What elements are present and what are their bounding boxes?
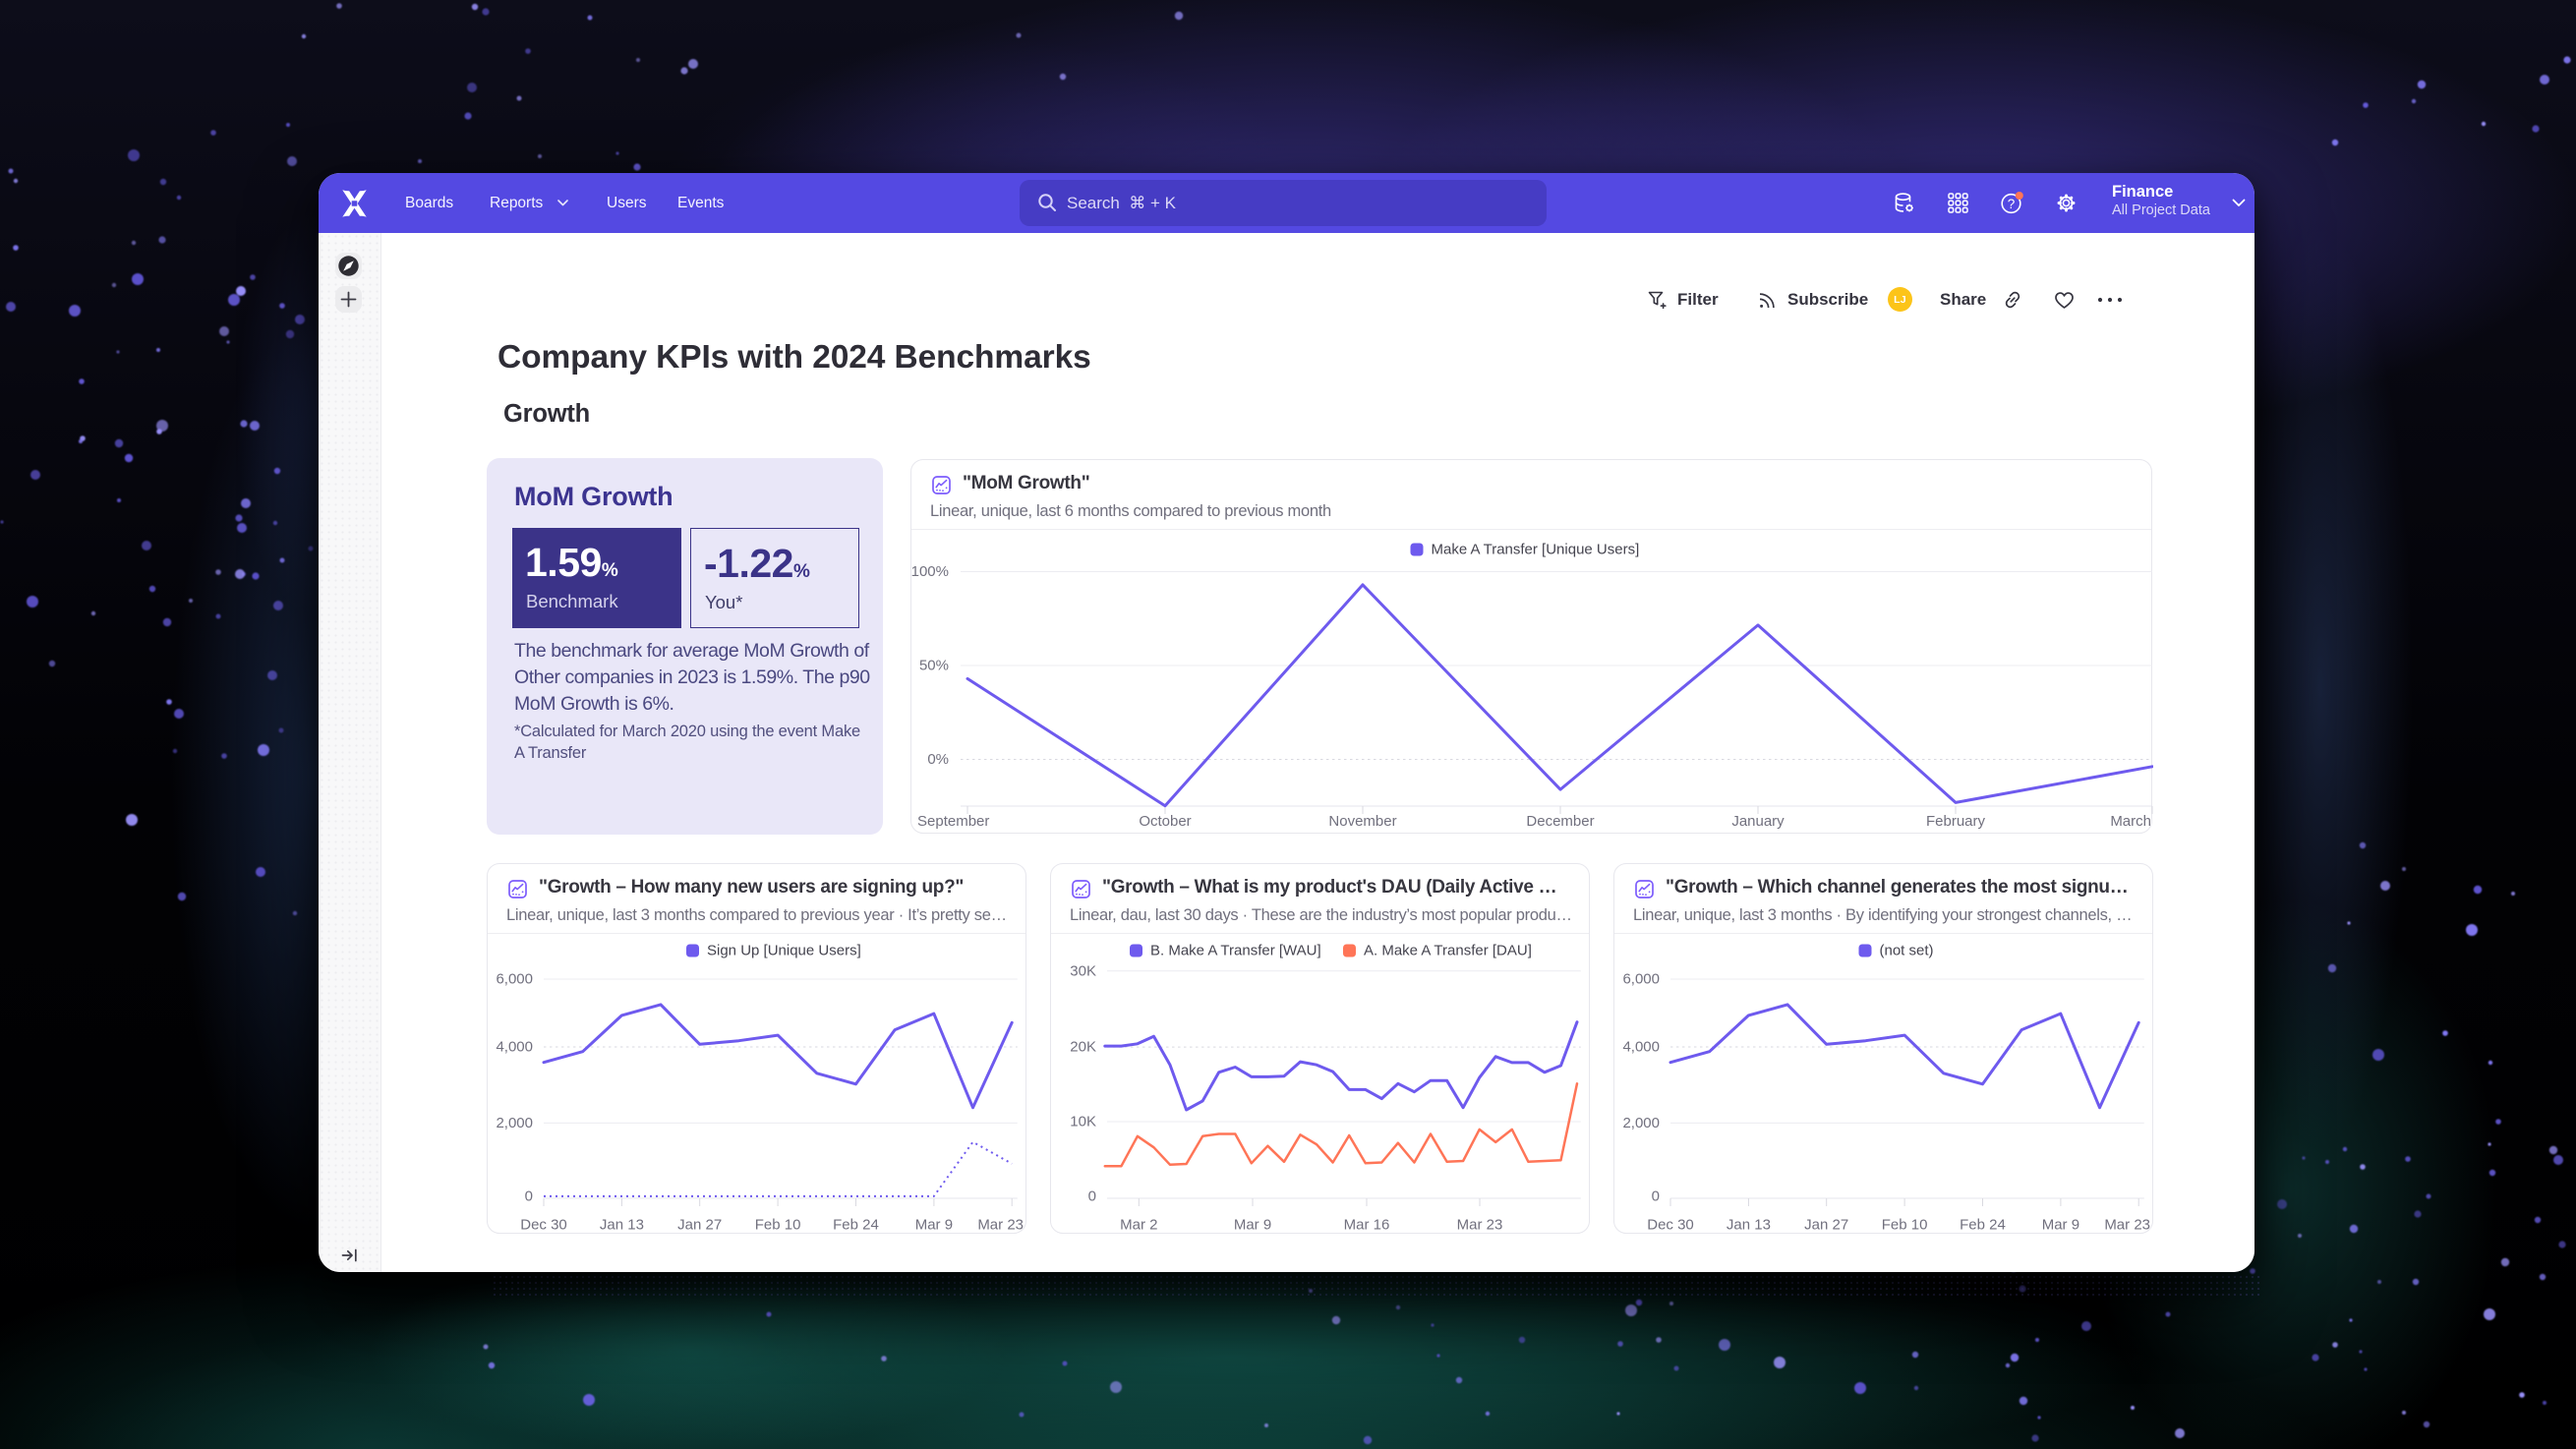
- svg-text:Mar 9: Mar 9: [2042, 1217, 2079, 1234]
- svg-text:Feb 10: Feb 10: [1882, 1217, 1928, 1234]
- svg-text:2,000: 2,000: [496, 1115, 533, 1131]
- svg-text:Make A Transfer [Unique Users]: Make A Transfer [Unique Users]: [1432, 542, 1640, 558]
- svg-text:4,000: 4,000: [496, 1039, 533, 1056]
- svg-text:50%: 50%: [919, 658, 949, 674]
- svg-text:Mar 16: Mar 16: [1344, 1217, 1390, 1234]
- svg-text:0%: 0%: [927, 751, 949, 768]
- svg-text:Dec 30: Dec 30: [520, 1217, 567, 1234]
- svg-text:October: October: [1139, 813, 1191, 830]
- svg-text:Mar 23: Mar 23: [2104, 1217, 2150, 1234]
- svg-text:Jan 13: Jan 13: [600, 1217, 644, 1234]
- svg-text:Mar 23: Mar 23: [1457, 1217, 1503, 1234]
- svg-text:A. Make A Transfer [DAU]: A. Make A Transfer [DAU]: [1364, 943, 1532, 959]
- svg-text:?: ?: [2008, 197, 2016, 211]
- svg-text:Dec 30: Dec 30: [1647, 1217, 1694, 1234]
- svg-text:Jan 27: Jan 27: [1804, 1217, 1848, 1234]
- svg-text:March: March: [2110, 813, 2151, 830]
- svg-text:September: September: [917, 813, 989, 830]
- svg-text:10K: 10K: [1070, 1114, 1096, 1130]
- svg-text:6,000: 6,000: [496, 971, 533, 988]
- svg-text:100%: 100%: [911, 563, 949, 580]
- svg-text:2,000: 2,000: [1622, 1115, 1660, 1131]
- svg-text:February: February: [1926, 813, 1986, 830]
- svg-text:6,000: 6,000: [1622, 971, 1660, 988]
- svg-text:20K: 20K: [1070, 1039, 1096, 1056]
- svg-text:0: 0: [525, 1188, 533, 1204]
- svg-text:Mar 9: Mar 9: [915, 1217, 953, 1234]
- svg-text:Mar 9: Mar 9: [1234, 1217, 1271, 1234]
- svg-text:Mar 23: Mar 23: [977, 1217, 1024, 1234]
- svg-text:Feb 24: Feb 24: [1960, 1217, 2006, 1234]
- svg-text:30K: 30K: [1070, 962, 1096, 979]
- svg-text:Jan 27: Jan 27: [677, 1217, 722, 1234]
- svg-text:B. Make A Transfer [WAU]: B. Make A Transfer [WAU]: [1150, 943, 1321, 959]
- svg-text:December: December: [1526, 813, 1594, 830]
- svg-text:0: 0: [1652, 1188, 1660, 1204]
- svg-text:Feb 24: Feb 24: [833, 1217, 879, 1234]
- svg-text:Sign Up [Unique Users]: Sign Up [Unique Users]: [707, 943, 861, 959]
- svg-text:4,000: 4,000: [1622, 1039, 1660, 1056]
- svg-text:Jan 13: Jan 13: [1727, 1217, 1771, 1234]
- svg-text:Mar 2: Mar 2: [1120, 1217, 1157, 1234]
- svg-text:0: 0: [1088, 1188, 1096, 1204]
- svg-text:November: November: [1328, 813, 1396, 830]
- svg-text:January: January: [1731, 813, 1785, 830]
- svg-text:Feb 10: Feb 10: [755, 1217, 801, 1234]
- svg-text:(not set): (not set): [1880, 943, 1934, 959]
